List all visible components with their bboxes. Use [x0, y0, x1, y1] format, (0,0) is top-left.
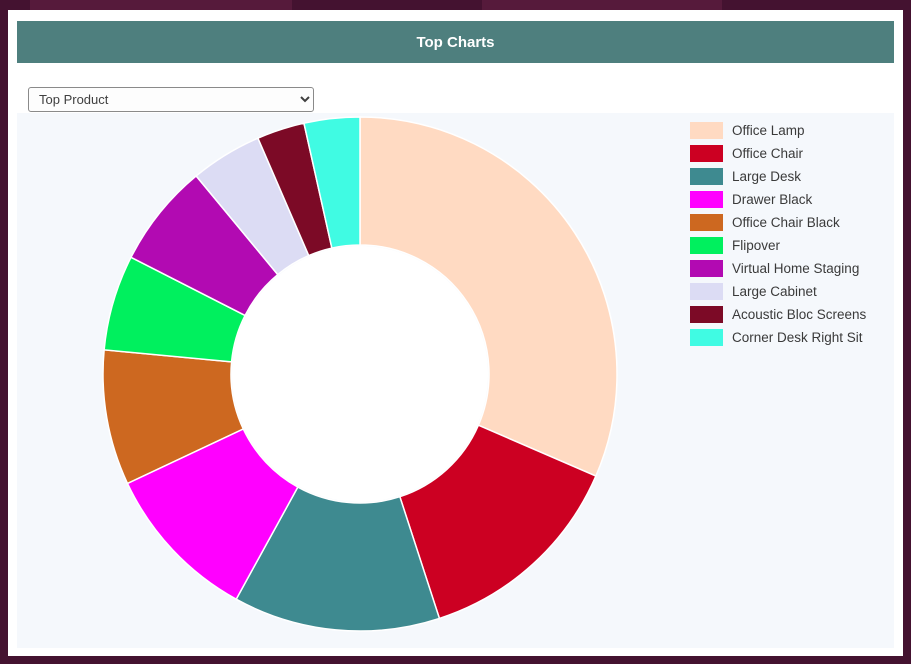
page-title: Top Charts — [416, 33, 495, 51]
legend-item[interactable]: Office Chair Black — [690, 214, 866, 231]
legend-item[interactable]: Drawer Black — [690, 191, 866, 208]
chart-legend: Office Lamp Office Chair Large Desk Drawer … — [690, 122, 866, 352]
dashboard-panel: Top Charts Top Product Office Lamp Office… — [8, 10, 903, 656]
legend-label: Large Desk — [732, 169, 802, 184]
chart-header-bar: Top Charts — [17, 21, 894, 63]
legend-swatch — [690, 168, 723, 185]
pie-slice-office-lamp[interactable] — [359, 116, 618, 478]
legend-label: Virtual Home Staging — [732, 261, 860, 276]
legend-label: Large Cabinet — [732, 284, 817, 299]
browser-tab-remnant — [482, 0, 722, 10]
chart-canvas-area: Office Lamp Office Chair Large Desk Drawer … — [17, 113, 894, 648]
browser-chrome — [0, 0, 911, 10]
legend-item[interactable]: Large Cabinet — [690, 283, 866, 300]
legend-swatch — [690, 283, 723, 300]
browser-tab-remnant — [30, 0, 292, 10]
legend-item[interactable]: Virtual Home Staging — [690, 260, 866, 277]
legend-label: Drawer Black — [732, 192, 813, 207]
legend-swatch — [690, 145, 723, 162]
legend-item[interactable]: Flipover — [690, 237, 866, 254]
legend-item[interactable]: Large Desk — [690, 168, 866, 185]
legend-label: Office Chair Black — [732, 215, 840, 230]
legend-swatch — [690, 191, 723, 208]
legend-label: Acoustic Bloc Screens — [732, 307, 867, 322]
legend-label: Office Lamp — [732, 123, 805, 138]
legend-swatch — [690, 122, 723, 139]
legend-item[interactable]: Corner Desk Right Sit — [690, 329, 866, 346]
legend-item[interactable]: Office Lamp — [690, 122, 866, 139]
donut-chart[interactable] — [100, 114, 620, 634]
legend-item[interactable]: Office Chair — [690, 145, 866, 162]
legend-label: Flipover — [732, 238, 781, 253]
legend-swatch — [690, 214, 723, 231]
legend-swatch — [690, 260, 723, 277]
legend-swatch — [690, 329, 723, 346]
donut-hole — [232, 246, 488, 502]
legend-label: Corner Desk Right Sit — [732, 330, 863, 345]
legend-swatch — [690, 237, 723, 254]
pie-slice-corner-desk-right-sit[interactable] — [303, 116, 361, 250]
legend-swatch — [690, 306, 723, 323]
pie-slice-office-chair[interactable] — [398, 424, 597, 620]
legend-label: Office Chair — [732, 146, 804, 161]
product-filter-select[interactable]: Top Product — [28, 87, 314, 112]
legend-item[interactable]: Acoustic Bloc Screens — [690, 306, 866, 323]
